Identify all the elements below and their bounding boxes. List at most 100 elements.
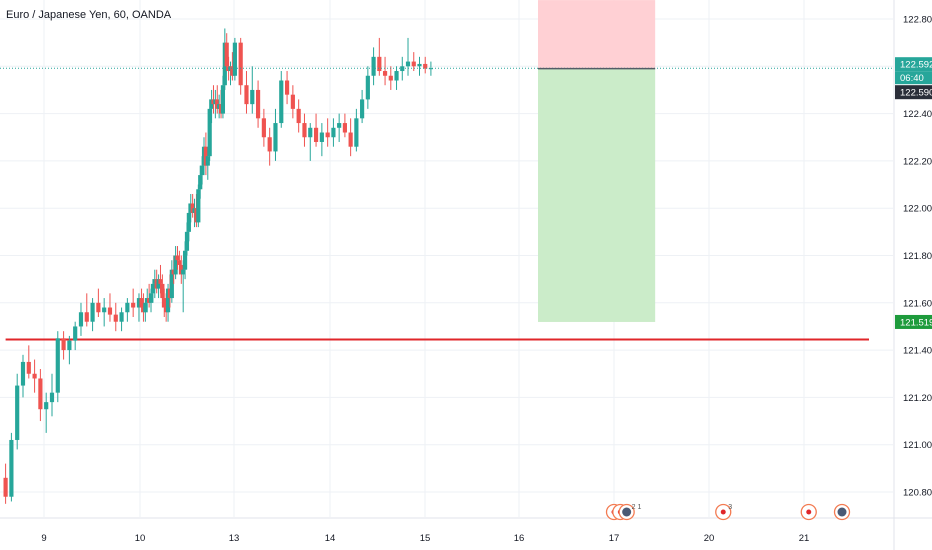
candle[interactable]	[365, 66, 370, 109]
candle[interactable]	[238, 37, 243, 95]
candle[interactable]	[255, 80, 261, 128]
event-marker-icon[interactable]: 3	[715, 503, 733, 521]
candle[interactable]	[428, 61, 433, 76]
candle[interactable]	[20, 354, 26, 398]
countdown-label: 06:40	[900, 73, 924, 84]
event-marker-icon[interactable]: 2 1	[618, 503, 642, 521]
candle[interactable]	[84, 293, 89, 327]
candle-body	[348, 132, 353, 147]
candle[interactable]	[3, 463, 8, 504]
candle[interactable]	[279, 71, 284, 128]
candle[interactable]	[325, 118, 330, 147]
candle[interactable]	[9, 432, 14, 502]
candle[interactable]	[196, 184, 201, 228]
candle[interactable]	[337, 113, 342, 142]
candle-body	[3, 477, 8, 497]
y-tick-label: 121.000	[903, 440, 932, 451]
candle[interactable]	[207, 99, 212, 161]
candle[interactable]	[26, 345, 31, 379]
candle[interactable]	[342, 113, 347, 138]
event-marker-icon[interactable]	[800, 503, 817, 521]
candle[interactable]	[44, 392, 49, 433]
candle[interactable]	[230, 52, 235, 81]
candle[interactable]	[354, 108, 359, 152]
candle[interactable]	[96, 288, 101, 317]
position-zones	[538, 0, 656, 322]
time-axis[interactable]: 9 10 13 14 15 16 17 20 21	[0, 517, 932, 544]
x-tick-label: 21	[799, 533, 810, 544]
candle-body	[198, 175, 203, 190]
candle[interactable]	[107, 293, 113, 322]
candle[interactable]	[125, 298, 130, 322]
candle[interactable]	[175, 246, 180, 270]
candle-body	[290, 94, 295, 109]
y-tick-label: 121.600	[903, 298, 932, 309]
candle[interactable]	[38, 369, 43, 422]
candle[interactable]	[302, 113, 307, 147]
candle[interactable]	[15, 373, 20, 450]
candle[interactable]	[55, 331, 60, 403]
candle-body	[428, 68, 433, 70]
candle[interactable]	[296, 99, 301, 133]
candle[interactable]	[32, 359, 37, 393]
candle[interactable]	[250, 66, 255, 114]
candle[interactable]	[360, 89, 365, 124]
event-dot-icon	[720, 509, 726, 515]
candle-body	[136, 298, 142, 308]
candle-body	[15, 385, 20, 440]
candle-body	[102, 307, 107, 313]
candle[interactable]	[61, 331, 66, 360]
candle[interactable]	[90, 298, 95, 332]
candle-body	[200, 165, 205, 176]
candle[interactable]	[267, 127, 272, 166]
candle[interactable]	[73, 321, 78, 351]
stop-loss-zone[interactable]	[538, 0, 656, 69]
y-tick-label: 122.000	[903, 204, 932, 215]
candle[interactable]	[273, 108, 278, 161]
candle[interactable]	[232, 37, 237, 81]
price-axis[interactable]: 120.800 121.000 121.200 121.400 121.600 121.8…	[893, 0, 932, 550]
candle[interactable]	[308, 123, 313, 161]
candle[interactable]	[348, 118, 353, 157]
candle[interactable]	[377, 37, 382, 76]
candle[interactable]	[331, 118, 336, 147]
event-marker-icon[interactable]	[833, 503, 851, 521]
candle[interactable]	[284, 71, 290, 105]
candle[interactable]	[313, 113, 319, 147]
candle-body	[38, 378, 43, 410]
candle-body	[139, 298, 144, 308]
candle[interactable]	[244, 71, 249, 114]
take-profit-zone[interactable]	[538, 68, 656, 322]
candle[interactable]	[417, 56, 422, 76]
candle-body	[32, 373, 37, 379]
candle[interactable]	[136, 293, 142, 322]
candle[interactable]	[119, 307, 124, 332]
candle[interactable]	[394, 66, 399, 90]
x-tick-label: 9	[41, 533, 46, 544]
candle[interactable]	[405, 37, 411, 76]
candle[interactable]	[388, 66, 393, 90]
candle[interactable]	[169, 260, 174, 303]
candle[interactable]	[261, 108, 266, 147]
candle[interactable]	[371, 47, 376, 86]
candle[interactable]	[173, 246, 178, 280]
candle[interactable]	[67, 335, 72, 365]
candle-body	[78, 312, 84, 327]
grid-lines	[0, 0, 893, 517]
candle[interactable]	[78, 302, 84, 336]
candle[interactable]	[102, 298, 107, 327]
candle-body	[84, 312, 89, 322]
candle-body	[169, 269, 174, 299]
candle-body	[148, 293, 154, 303]
candle[interactable]	[382, 56, 388, 86]
candle[interactable]	[319, 123, 324, 157]
candle[interactable]	[290, 85, 295, 119]
candle[interactable]	[423, 56, 428, 74]
candle[interactable]	[113, 302, 118, 332]
candle[interactable]	[49, 373, 55, 417]
candle[interactable]	[411, 52, 416, 72]
candle[interactable]	[131, 288, 136, 317]
candle-body	[125, 302, 130, 313]
candle[interactable]	[224, 33, 229, 72]
